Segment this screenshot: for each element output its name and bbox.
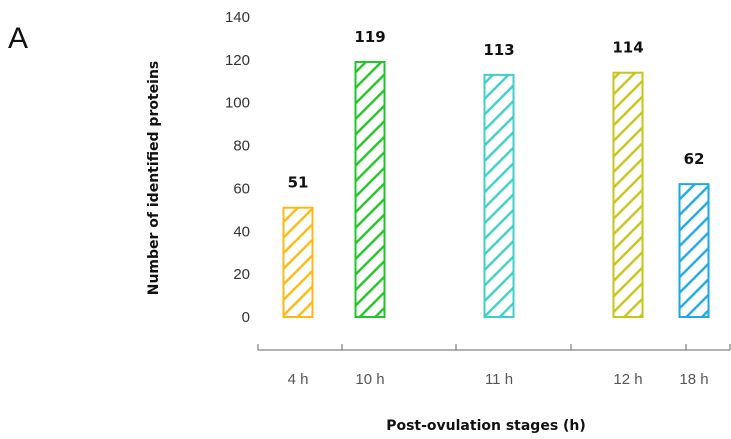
y-tick-label: 140 xyxy=(225,9,250,26)
panel-label: A xyxy=(8,22,28,55)
x-tick-label: 18 h xyxy=(679,371,708,388)
x-tick-label: 10 h xyxy=(355,371,384,388)
y-tick-label: 0 xyxy=(242,309,250,326)
data-label: 62 xyxy=(684,150,705,168)
y-tick-label: 60 xyxy=(233,180,250,197)
x-tick-label: 4 h xyxy=(288,371,309,388)
y-tick-label: 100 xyxy=(225,95,250,112)
bar-18h xyxy=(678,183,710,318)
data-label: 51 xyxy=(288,174,309,192)
data-label: 113 xyxy=(483,41,514,59)
bar-11h xyxy=(483,73,515,318)
y-tick-label: 120 xyxy=(225,52,250,69)
bar-12h xyxy=(612,71,644,319)
data-label: 119 xyxy=(354,28,385,46)
data-label: 114 xyxy=(612,39,643,57)
bar-10h xyxy=(354,61,386,318)
y-tick-label: 80 xyxy=(233,138,250,155)
y-tick-label: 40 xyxy=(233,223,250,240)
x-axis-title: Post-ovulation stages (h) xyxy=(386,418,586,434)
y-axis-title: Number of identified proteins xyxy=(146,61,162,296)
x-tick-label: 11 h xyxy=(485,371,513,388)
y-tick-label: 20 xyxy=(233,266,250,283)
x-axis: 4 h 10 h 11 h 12 h 18 h xyxy=(257,344,731,388)
bar-4h xyxy=(282,206,314,318)
data-labels: 51 119 113 114 62 xyxy=(288,28,705,192)
bars xyxy=(282,61,710,319)
x-tick-label: 12 h xyxy=(613,371,642,388)
y-axis: 0 20 40 60 80 100 120 140 xyxy=(225,9,250,326)
